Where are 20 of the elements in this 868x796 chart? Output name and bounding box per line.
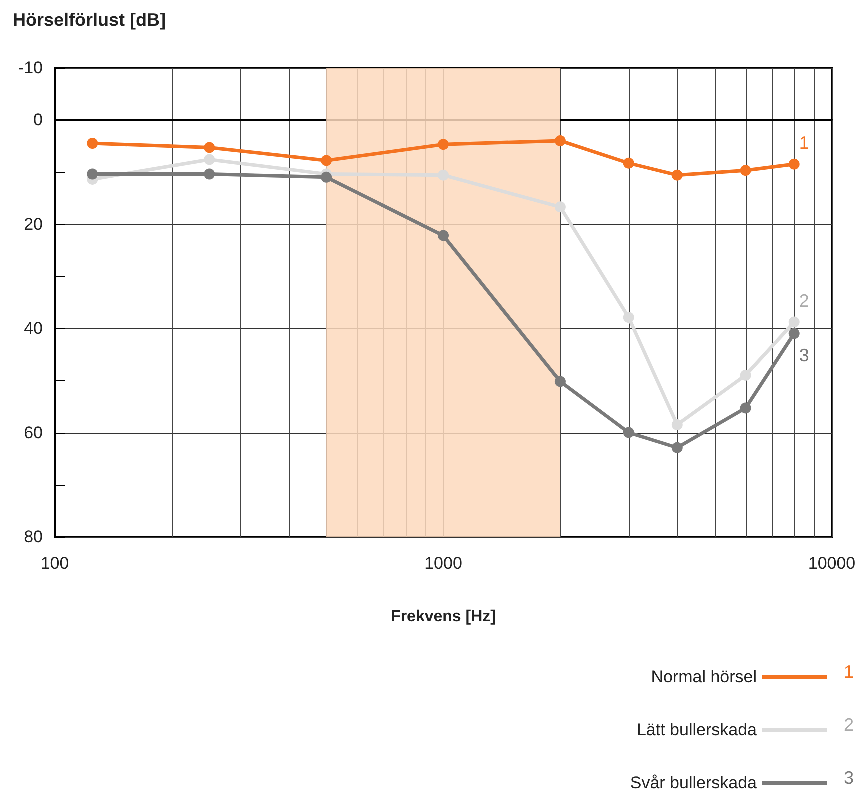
y-tick-label: 40 — [24, 319, 43, 338]
x-axis-title: Frekvens [Hz] — [391, 608, 496, 626]
x-tick-label: 1000 — [424, 554, 462, 573]
x-tick-label: 100 — [40, 554, 70, 573]
chart-title: Hörselförlust [dB] — [13, 10, 166, 30]
y-tick-label: 20 — [24, 214, 43, 234]
annotation: 2 — [799, 290, 810, 311]
y-tick-label: 60 — [24, 423, 43, 442]
y-tick-label: -10 — [18, 58, 43, 78]
y-tick-label: 80 — [24, 528, 43, 546]
x-tick-label: 10000 — [808, 554, 856, 573]
legend-label: Lätt bullerskada — [636, 720, 758, 740]
annotation: 3 — [799, 345, 810, 366]
text: 3 — [844, 768, 854, 788]
text: 1 — [844, 662, 854, 682]
annotation: 1 — [799, 132, 810, 153]
y-tick-label: 0 — [34, 110, 43, 130]
text: 2 — [844, 715, 854, 735]
legend-label: Svår bullerskada — [630, 774, 758, 792]
legend-label: Normal hörsel — [651, 668, 757, 686]
